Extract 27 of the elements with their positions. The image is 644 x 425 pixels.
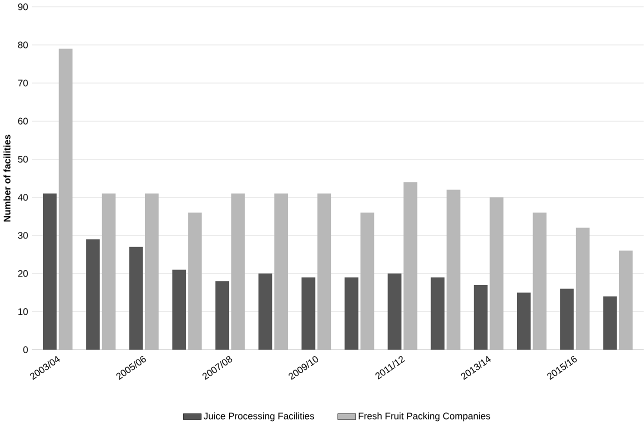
bar: [344, 277, 358, 350]
legend-label: Fresh Fruit Packing Companies: [358, 412, 490, 422]
bar: [474, 284, 488, 350]
legend-label: Juice Processing Facilities: [204, 412, 314, 422]
y-tick-label: 20: [18, 270, 28, 277]
bar: [430, 277, 445, 350]
y-tick-label: 10: [18, 308, 28, 315]
y-tick-label: 30: [18, 232, 28, 239]
y-tick-label: 70: [18, 80, 28, 86]
bar: [172, 270, 186, 350]
bar: [603, 296, 617, 350]
y-tick-label: 90: [18, 3, 28, 10]
y-tick-label: 50: [18, 156, 28, 163]
bar: [215, 281, 230, 350]
bar: [560, 288, 574, 350]
bar: [42, 194, 57, 350]
bar: [129, 246, 143, 350]
bar: [86, 239, 100, 350]
bar: [388, 274, 402, 350]
y-tick-label: 0: [23, 346, 28, 354]
y-axis-title: Number of facilities: [4, 134, 10, 222]
y-tick-label: 80: [18, 42, 28, 48]
bar: [516, 292, 531, 350]
y-tick-label: 60: [18, 118, 28, 124]
bar: [258, 274, 272, 350]
y-tick-label: 40: [18, 194, 28, 201]
bar: [302, 277, 316, 350]
